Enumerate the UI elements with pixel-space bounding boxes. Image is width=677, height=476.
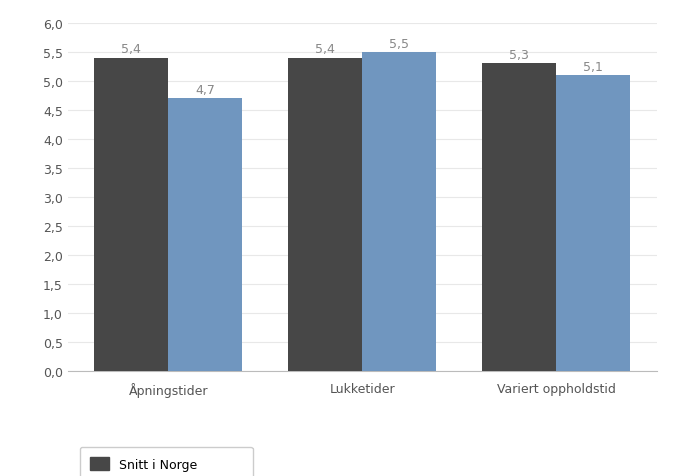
Text: 5,1: 5,1: [583, 60, 603, 74]
Bar: [95, 59, 168, 371]
Legend: Snitt i Norge, Snitt Nordre Finstad: Snitt i Norge, Snitt Nordre Finstad: [80, 447, 253, 476]
Text: 5,4: 5,4: [121, 43, 141, 56]
Text: 4,7: 4,7: [195, 84, 215, 97]
Bar: [556, 76, 630, 371]
Text: 5,5: 5,5: [389, 38, 409, 50]
Bar: [168, 99, 242, 371]
Text: 5,4: 5,4: [315, 43, 335, 56]
Bar: [288, 59, 362, 371]
Bar: [362, 53, 436, 371]
Bar: [483, 64, 556, 371]
Text: 5,3: 5,3: [509, 49, 529, 62]
